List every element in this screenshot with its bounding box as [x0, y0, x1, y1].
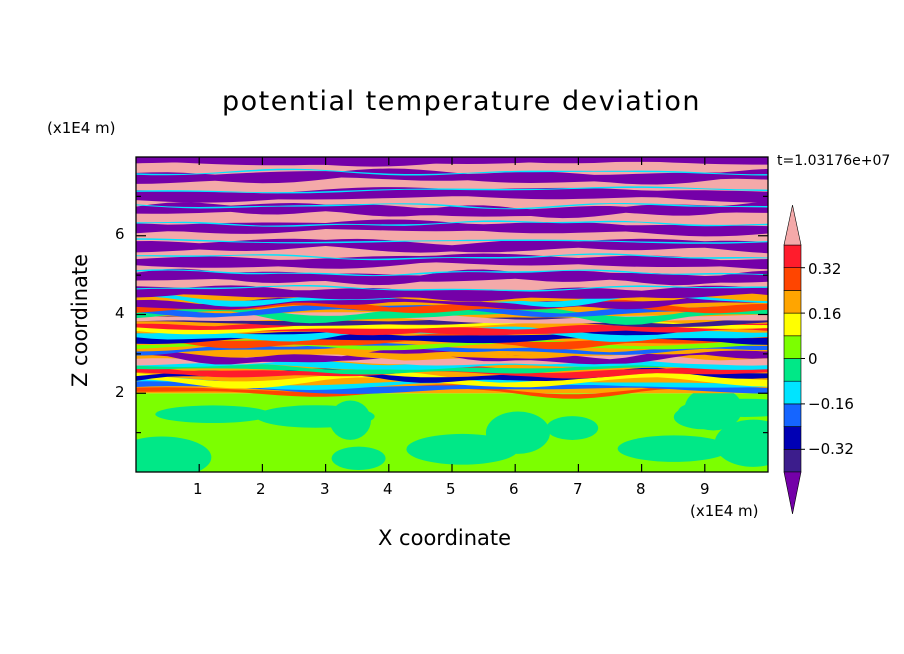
edge-band: [136, 238, 768, 244]
colorbar-label: 0.16: [808, 305, 842, 323]
negative-band: [136, 187, 768, 203]
edge-band: [136, 220, 768, 227]
field-bands: [136, 157, 768, 472]
colorbar-segment: [783, 267, 802, 291]
y-axis-label: Z coordinate: [68, 253, 92, 387]
chart-title: potential temperature deviation: [222, 86, 701, 117]
mixing-band: [136, 316, 768, 328]
colorbar-label: −0.32: [808, 440, 854, 458]
mixing-band: [136, 325, 768, 342]
near-zero-blob: [329, 400, 371, 440]
negative-band: [136, 285, 768, 302]
colorbar-label: 0: [808, 350, 818, 368]
colorbar-extend-min: [783, 471, 802, 515]
y-tick-label: 2: [115, 383, 125, 401]
near-zero-blob: [136, 436, 212, 472]
colorbar-segment: [783, 312, 802, 337]
x-axis-label: X coordinate: [378, 526, 512, 550]
colorbar-segment: [783, 448, 802, 473]
mixing-band: [136, 317, 768, 335]
x-tick-label: 1: [193, 480, 203, 498]
near-zero-blob: [678, 400, 741, 422]
edge-band: [136, 285, 768, 292]
colorbar-segment: [783, 335, 802, 359]
mixing-band: [136, 379, 768, 394]
negative-band: [136, 253, 768, 270]
x-tick-label: 2: [256, 480, 266, 498]
x-unit-label: (x1E4 m): [690, 502, 759, 520]
mixing-band: [136, 330, 768, 345]
mixing-band: [136, 342, 768, 356]
near-zero-blob: [331, 446, 386, 470]
negative-band: [136, 168, 768, 185]
colorbar-segment: [783, 358, 802, 382]
edge-band: [136, 253, 768, 261]
mixing-band: [136, 304, 768, 318]
colorbar-segment: [783, 426, 802, 450]
colorbar-segment: [783, 403, 802, 427]
mixing-band: [136, 384, 768, 399]
near-zero-blob: [485, 411, 550, 454]
near-zero-blob: [714, 419, 768, 467]
y-tick-label: 6: [115, 225, 125, 243]
colorbar-segment: [783, 290, 802, 314]
mixing-band: [136, 303, 768, 325]
near-zero-blob: [617, 435, 731, 462]
edge-band: [136, 186, 768, 194]
negative-band: [136, 219, 768, 237]
time-label: t=1.03176e+07: [777, 153, 891, 169]
colorbar-label: 0.32: [808, 260, 842, 278]
y-unit-label: (x1E4 m): [47, 119, 116, 137]
edge-band: [136, 203, 768, 210]
x-tick-label: 4: [383, 480, 393, 498]
y-tick-label: 4: [115, 304, 125, 322]
x-tick-label: 9: [700, 480, 710, 498]
edge-band: [136, 168, 768, 176]
x-tick-label: 5: [446, 480, 456, 498]
axis-ticks: [136, 157, 768, 472]
x-tick-label: 8: [636, 480, 646, 498]
colorbar-segment: [783, 244, 802, 269]
x-tick-label: 3: [320, 480, 330, 498]
near-zero-blob: [546, 416, 599, 440]
mixing-band: [136, 365, 768, 379]
colorbar: [783, 204, 805, 515]
edge-band: [136, 269, 768, 277]
x-tick-label: 7: [573, 480, 583, 498]
x-tick-label: 6: [509, 480, 519, 498]
near-zero-blob: [155, 405, 271, 424]
mixing-band: [136, 376, 768, 390]
colorbar-segment: [783, 380, 802, 405]
colorbar-extend-max: [783, 204, 802, 246]
colorbar-label: −0.16: [808, 395, 854, 413]
